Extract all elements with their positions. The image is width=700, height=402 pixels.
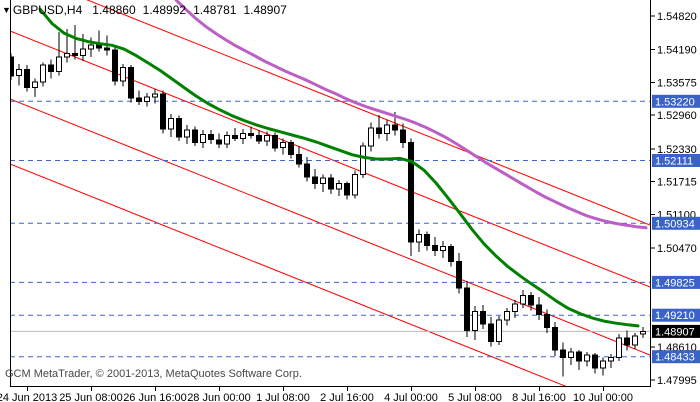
plot-border bbox=[10, 0, 651, 387]
svg-text:1.48433: 1.48433 bbox=[655, 352, 695, 364]
candlesticks bbox=[10, 25, 646, 377]
high-value: 1.48992 bbox=[142, 3, 187, 17]
svg-text:25 Jun 08:00: 25 Jun 08:00 bbox=[59, 392, 123, 402]
svg-text:1.52111: 1.52111 bbox=[655, 156, 693, 168]
svg-text:2 Jul 16:00: 2 Jul 16:00 bbox=[320, 392, 374, 402]
svg-text:1.53575: 1.53575 bbox=[657, 77, 697, 89]
ohlc-header: ▼ GBPUSD,H4 1.48860 1.48992 1.48781 1.48… bbox=[2, 3, 294, 17]
svg-text:1.50470: 1.50470 bbox=[657, 243, 697, 255]
svg-text:26 Jun 16:00: 26 Jun 16:00 bbox=[123, 392, 187, 402]
svg-text:8 Jul 16:00: 8 Jul 16:00 bbox=[512, 392, 566, 402]
svg-text:1.48907: 1.48907 bbox=[655, 326, 695, 338]
svg-text:1.54820: 1.54820 bbox=[657, 11, 697, 23]
svg-text:1.47995: 1.47995 bbox=[657, 375, 697, 387]
svg-text:1.49825: 1.49825 bbox=[655, 277, 695, 289]
svg-text:28 Jun 00:00: 28 Jun 00:00 bbox=[187, 392, 251, 402]
low-value: 1.48781 bbox=[193, 3, 237, 17]
svg-text:1.49210: 1.49210 bbox=[655, 310, 695, 322]
svg-text:24 Jun 2013: 24 Jun 2013 bbox=[0, 392, 57, 402]
open-value: 1.48860 bbox=[92, 3, 136, 17]
symbol-dropdown-icon[interactable]: ▼ bbox=[2, 5, 11, 15]
svg-text:1.52330: 1.52330 bbox=[657, 144, 697, 156]
svg-text:5 Jul 08:00: 5 Jul 08:00 bbox=[448, 392, 502, 402]
copyright-text: GCM MetaTrader, © 2001-2013, MetaQuotes … bbox=[5, 368, 302, 380]
support-resistance-lines bbox=[10, 100, 650, 358]
svg-text:1.53220: 1.53220 bbox=[655, 96, 695, 108]
svg-text:1.51715: 1.51715 bbox=[657, 177, 697, 189]
close-value: 1.48907 bbox=[243, 3, 287, 17]
svg-text:1 Jul 08:00: 1 Jul 08:00 bbox=[256, 392, 310, 402]
svg-text:1.52960: 1.52960 bbox=[657, 110, 697, 122]
price-axis[interactable]: 1.54820 1.54190 1.53575 1.52960 1.52330 1.517… bbox=[651, 11, 700, 387]
svg-text:1.50934: 1.50934 bbox=[655, 218, 695, 230]
svg-text:1.54190: 1.54190 bbox=[657, 45, 697, 57]
fast-ma-line bbox=[38, 7, 640, 328]
symbol-period-label: GBPUSD,H4 bbox=[12, 3, 83, 17]
svg-text:10 Jul 00:00: 10 Jul 00:00 bbox=[573, 392, 633, 402]
slow-ma-line bbox=[174, 0, 648, 230]
time-axis[interactable]: 24 Jun 2013 25 Jun 08:00 26 Jun 16:00 28 Ju… bbox=[0, 387, 633, 402]
svg-text:4 Jul 00:00: 4 Jul 00:00 bbox=[384, 392, 438, 402]
